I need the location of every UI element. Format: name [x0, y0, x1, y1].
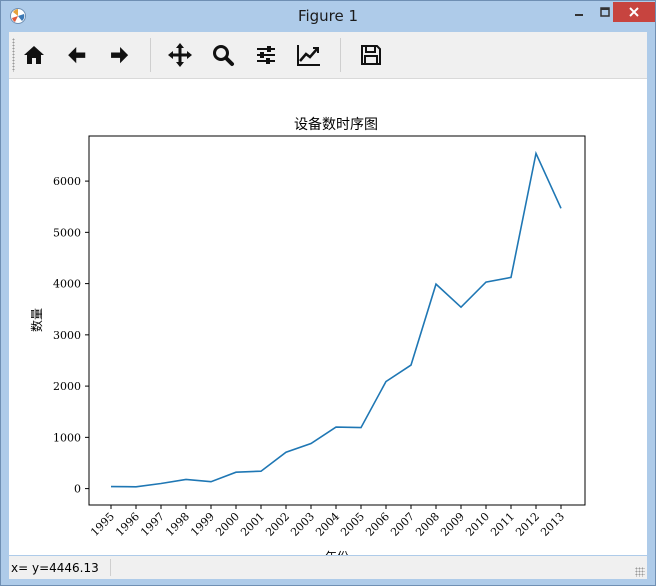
- resize-grip[interactable]: [635, 567, 645, 577]
- x-tick-label: 1997: [138, 510, 167, 539]
- save-button[interactable]: [355, 39, 387, 71]
- window-title: Figure 1: [297, 7, 359, 25]
- pan-move-icon: [168, 43, 192, 67]
- x-tick-label: 2006: [363, 510, 392, 539]
- x-axis-label: 年份: [325, 550, 349, 555]
- x-tick-label: 2009: [438, 510, 467, 539]
- configure-subplots-button[interactable]: [250, 39, 282, 71]
- plot-area: [88, 135, 586, 506]
- x-tick-label: 2003: [288, 510, 317, 539]
- x-tick-label: 2001: [238, 510, 267, 539]
- configure-subplots-icon: [257, 46, 275, 64]
- x-tick-label: 2004: [313, 510, 342, 539]
- y-tick-label: 6000: [53, 175, 81, 188]
- zoom-magnifier-icon: [213, 45, 234, 66]
- x-tick-label: 2013: [538, 510, 567, 539]
- home-button[interactable]: [18, 39, 50, 71]
- chart-title: 设备数时序图: [294, 116, 378, 133]
- status-bar: x= y=4446.13: [9, 556, 647, 579]
- y-tick-label: 0: [74, 483, 81, 496]
- forward-button[interactable]: [103, 39, 135, 71]
- pan-button[interactable]: [164, 39, 196, 71]
- x-tick-label: 2008: [413, 510, 442, 539]
- cursor-coordinates: x= y=4446.13: [11, 561, 99, 575]
- maximize-button[interactable]: [592, 2, 618, 22]
- x-tick-label: 2007: [388, 510, 417, 539]
- x-tick-label: 1999: [188, 510, 217, 539]
- maximize-icon: [600, 7, 610, 17]
- minimize-button[interactable]: [566, 2, 592, 22]
- toolbar-grip[interactable]: [12, 38, 15, 72]
- save-floppy-icon: [361, 45, 381, 65]
- x-tick-label: 1996: [113, 510, 142, 539]
- toolbar-separator: [340, 38, 341, 72]
- x-tick-label: 1998: [163, 510, 192, 539]
- y-tick-label: 5000: [53, 226, 81, 239]
- matplotlib-app-icon: [10, 8, 26, 24]
- edit-axis-icon: [297, 45, 320, 66]
- x-tick-label: 2010: [463, 510, 492, 539]
- zoom-button[interactable]: [207, 39, 239, 71]
- x-tick-label: 2002: [263, 510, 292, 539]
- x-tick-label: 2005: [338, 510, 367, 539]
- home-icon: [24, 46, 44, 64]
- y-tick-label: 1000: [53, 431, 81, 444]
- x-tick-label: 2011: [488, 510, 517, 539]
- title-bar[interactable]: Figure 1: [1, 1, 655, 31]
- figure-canvas[interactable]: 设备数时序图 0 1000 2000 3000 4000 5000 6000 1995 199…: [9, 79, 647, 564]
- toolbar-separator: [150, 38, 151, 72]
- minimize-icon: [575, 14, 583, 16]
- y-tick-label: 2000: [53, 380, 81, 393]
- edit-axis-button[interactable]: [293, 39, 325, 71]
- x-tick-label: 2000: [213, 510, 242, 539]
- close-button[interactable]: [613, 2, 655, 22]
- x-tick-label: 2012: [513, 510, 542, 539]
- close-icon: [629, 7, 639, 17]
- back-arrow-icon: [68, 47, 86, 64]
- y-tick-label: 3000: [53, 329, 81, 342]
- navigation-toolbar: [9, 32, 647, 79]
- y-axis-label: 数量: [29, 308, 44, 332]
- back-button[interactable]: [61, 39, 93, 71]
- status-separator: [110, 559, 111, 576]
- x-tick-label: 1995: [88, 510, 117, 539]
- y-tick-label: 4000: [53, 278, 81, 291]
- series-line: [110, 150, 562, 488]
- forward-arrow-icon: [111, 47, 129, 64]
